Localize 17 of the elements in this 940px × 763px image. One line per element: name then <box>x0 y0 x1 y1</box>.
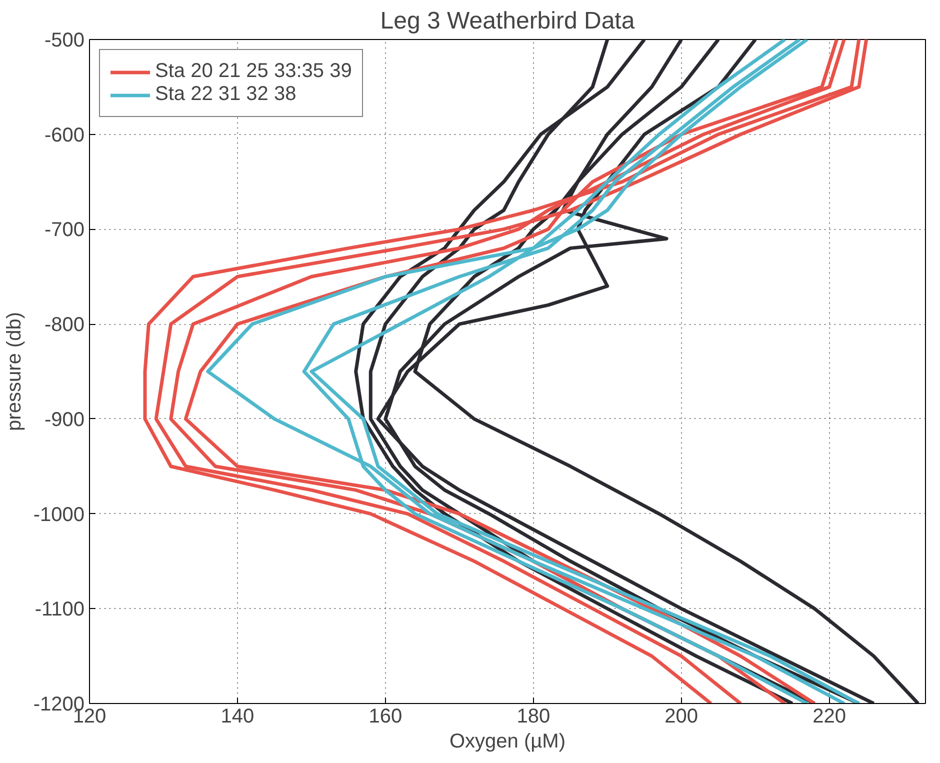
y-tick-label: -500 <box>44 30 84 52</box>
chart-title: Leg 3 Weatherbird Data <box>380 8 636 34</box>
x-axis-title: Oxygen (µM) <box>450 730 566 752</box>
y-tick-label: -1100 <box>34 598 85 621</box>
legend-label: Sta 20 21 25 33:35 39 <box>155 60 352 83</box>
y-tick-label: -1000 <box>33 504 85 526</box>
x-tick-label: 140 <box>220 706 254 728</box>
x-tick-label: 160 <box>368 706 402 728</box>
legend-label: Sta 22 31 32 38 <box>155 83 296 106</box>
x-tick-label: 220 <box>812 706 846 728</box>
y-axis-title: pressure (db) <box>3 312 26 431</box>
y-tick-label: -600 <box>44 124 84 146</box>
x-tick-label: 180 <box>516 706 550 728</box>
x-tick-label: 200 <box>664 706 698 728</box>
y-tick-label: -900 <box>44 408 84 431</box>
y-tick-label: -800 <box>44 314 84 336</box>
y-tick-label: -700 <box>44 219 84 242</box>
